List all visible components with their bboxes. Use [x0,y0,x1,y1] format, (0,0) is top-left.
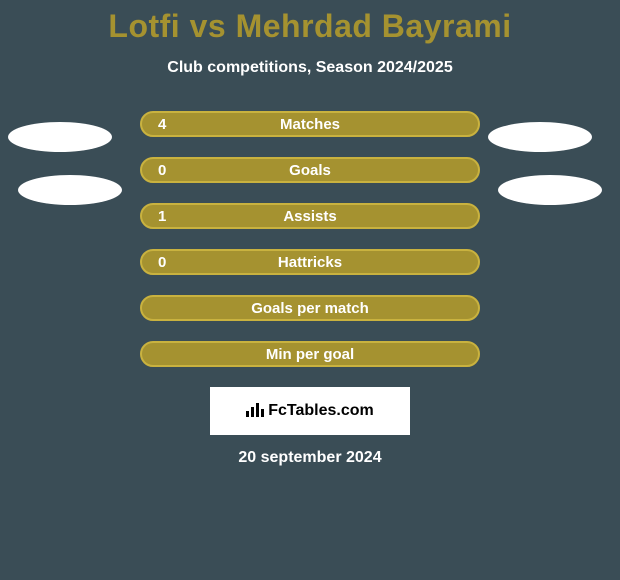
stat-label: Goals per match [142,300,478,317]
comparison-infographic: Lotfi vs Mehrdad Bayrami Club competitio… [0,0,620,580]
watermark: FcTables.com [210,387,410,435]
stat-bar: 0Hattricks [140,249,480,275]
stat-row: Min per goal [0,341,620,367]
stat-label: Matches [142,116,478,133]
stat-bar: 4Matches [140,111,480,137]
stat-row: Goals per match [0,295,620,321]
stat-bar: Goals per match [140,295,480,321]
stat-label: Goals [142,162,478,179]
page-title: Lotfi vs Mehrdad Bayrami [0,0,620,45]
stat-label: Min per goal [142,346,478,363]
stat-row: 1Assists [0,203,620,229]
date-text: 20 september 2024 [0,449,620,467]
stat-value: 0 [158,254,166,271]
stat-value: 1 [158,208,166,225]
stat-value: 4 [158,116,166,133]
player-badge-right-2 [498,175,602,205]
stat-bar: 1Assists [140,203,480,229]
stat-row: 0Hattricks [0,249,620,275]
stat-value: 0 [158,162,166,179]
player-badge-left-2 [18,175,122,205]
subtitle: Club competitions, Season 2024/2025 [0,59,620,77]
chart-icon [246,401,264,422]
player-badge-left-1 [8,122,112,152]
player-badge-right-1 [488,122,592,152]
stat-bar: 0Goals [140,157,480,183]
watermark-text: FcTables.com [268,402,374,420]
stat-label: Hattricks [142,254,478,271]
stat-bar: Min per goal [140,341,480,367]
stat-label: Assists [142,208,478,225]
